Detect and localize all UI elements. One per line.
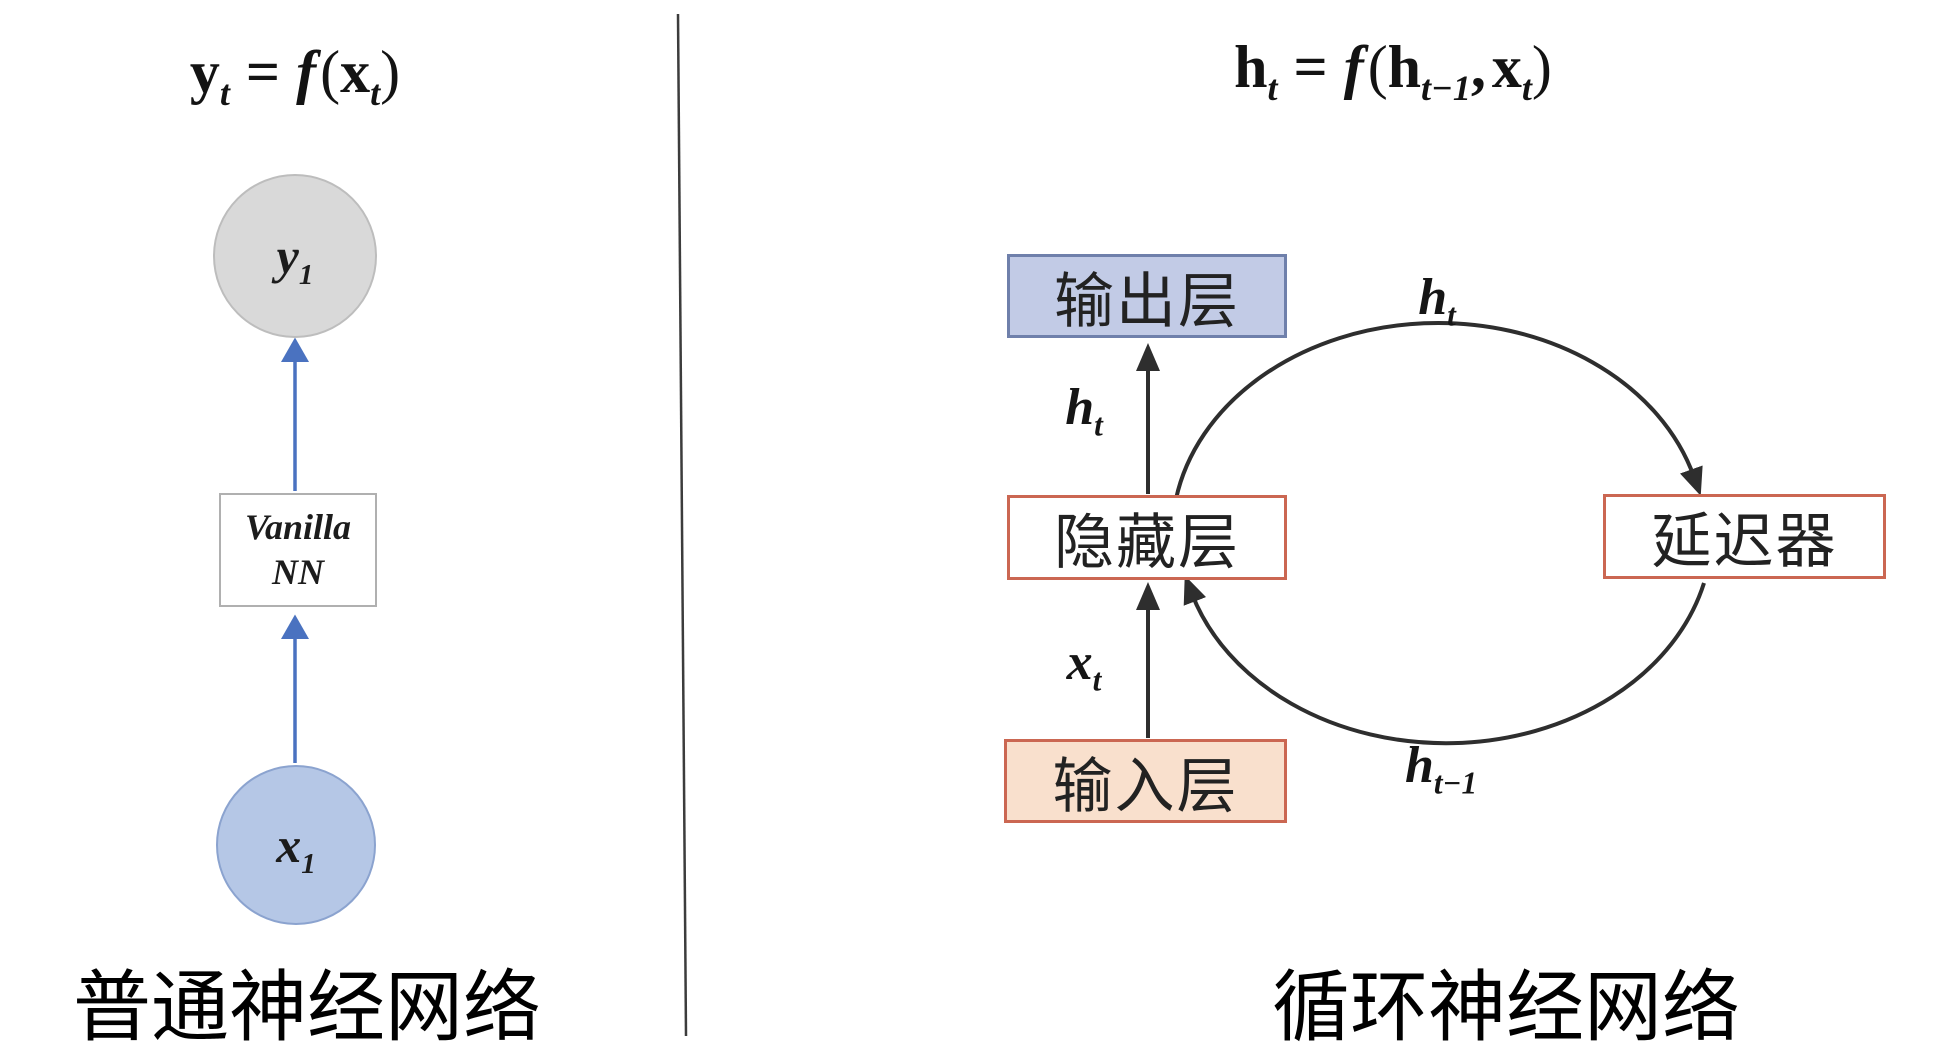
input-node-x1: x1 (216, 765, 376, 925)
label-base: h (1418, 269, 1448, 326)
arc-delay-to-hidden (1183, 575, 1706, 746)
formula-arg2: x (1491, 34, 1522, 100)
delay-unit-box: 延迟器 (1603, 494, 1886, 579)
formula-fn: f (1343, 34, 1364, 100)
left-formula: yt = f(xt) (85, 38, 505, 111)
formula-lhs-sub: t (219, 73, 230, 113)
label-ht-minus-1: ht−1 (1361, 736, 1521, 798)
label-base: x (1066, 634, 1093, 691)
node-y1-base: y (276, 228, 299, 284)
label-ht-cycle: ht (1377, 268, 1497, 330)
formula-arg1: x (340, 39, 371, 105)
formula-arg1-sub: t (370, 73, 381, 113)
node-label-x1: x1 (276, 816, 316, 879)
close-paren: ) (380, 39, 401, 105)
right-caption: 循环神经网络 (1271, 964, 1740, 1048)
equals-sign: = (245, 39, 281, 105)
input-layer-box: 输入层 (1004, 739, 1287, 823)
node-x1-sub: 1 (301, 848, 316, 880)
formula-lhs: y (189, 39, 220, 105)
vanilla-nn-line2: NN (272, 552, 324, 592)
label-ht-vertical: ht (1024, 378, 1144, 440)
vanilla-nn-box: Vanilla NN (219, 493, 377, 607)
node-y1-sub: 1 (298, 259, 314, 291)
left-caption: 普通神经网络 (72, 964, 541, 1048)
label-sub: t (1447, 297, 1456, 333)
formula-arg2-sub: t (1521, 68, 1532, 108)
open-paren: ( (1367, 34, 1388, 100)
formula-arg1: h (1387, 34, 1422, 100)
label-sub: t (1094, 407, 1103, 443)
vanilla-nn-line1: Vanilla (244, 507, 352, 547)
label-base: h (1404, 737, 1434, 794)
open-paren: ( (320, 39, 341, 105)
node-label-y1: y1 (276, 227, 314, 290)
panel-divider-line (676, 13, 688, 1037)
close-paren: ) (1531, 34, 1552, 100)
equals-sign: = (1293, 34, 1328, 100)
label-base: h (1065, 379, 1095, 436)
hidden-layer-box: 隐藏层 (1007, 495, 1287, 580)
right-formula: ht = f(ht−1, xt) (1093, 33, 1693, 106)
output-node-y1: y1 (213, 174, 377, 338)
formula-lhs-sub: t (1267, 68, 1278, 108)
comma: , (1470, 34, 1486, 100)
label-sub: t−1 (1433, 765, 1478, 801)
formula-lhs: h (1234, 34, 1268, 100)
node-x1-base: x (276, 817, 302, 873)
formula-fn: f (296, 39, 317, 105)
label-xt: xt (1024, 633, 1144, 695)
arc-hidden-to-delay (1174, 321, 1703, 500)
formula-arg1-sub: t−1 (1421, 68, 1471, 108)
output-layer-box: 输出层 (1007, 254, 1287, 338)
label-sub: t (1092, 662, 1102, 698)
